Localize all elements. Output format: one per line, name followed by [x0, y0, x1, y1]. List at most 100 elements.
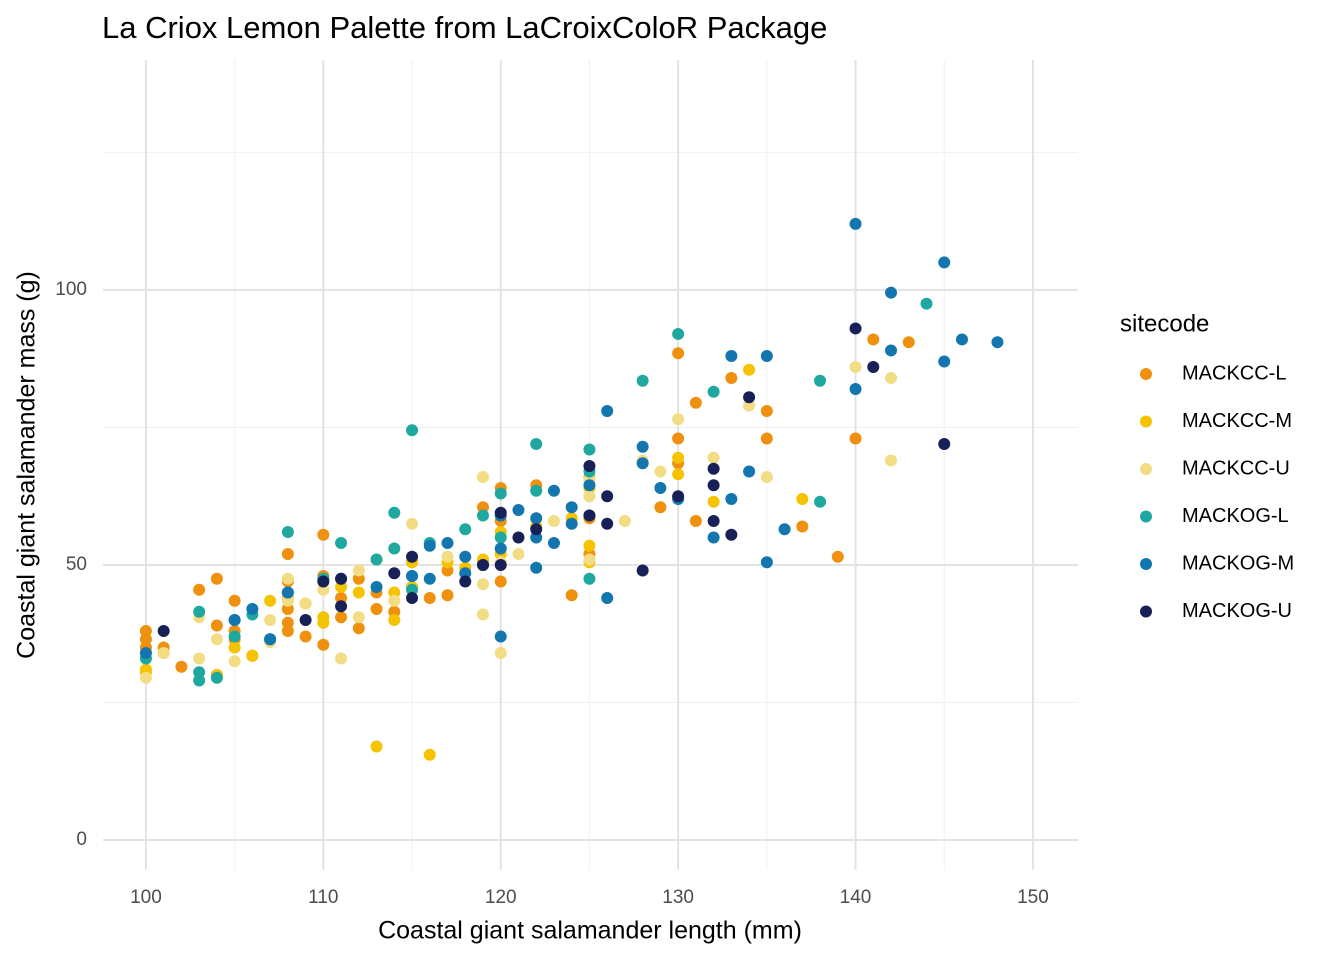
legend-marker [1140, 605, 1152, 618]
point [281, 616, 294, 629]
point [352, 611, 365, 624]
point [796, 520, 809, 533]
point [281, 586, 294, 599]
point [228, 594, 241, 607]
point [423, 591, 436, 604]
point [388, 594, 401, 607]
legend-marker [1140, 558, 1152, 570]
point [335, 652, 348, 665]
point [583, 539, 596, 552]
point [494, 575, 507, 588]
x-tick-label: 120 [485, 887, 517, 908]
point [583, 490, 596, 503]
point [193, 674, 206, 687]
y-tick-label: 100 [55, 279, 87, 300]
point [849, 217, 862, 230]
point [370, 740, 383, 753]
point [388, 586, 401, 599]
point [423, 572, 436, 585]
point [618, 514, 631, 527]
point [743, 391, 756, 404]
point [281, 547, 294, 560]
point [849, 382, 862, 395]
legend-marker [1140, 368, 1152, 380]
point [476, 501, 489, 514]
point [264, 613, 277, 626]
point [920, 297, 933, 310]
point [157, 646, 170, 659]
point [902, 336, 915, 349]
point [317, 638, 330, 651]
point [210, 572, 223, 585]
legend-marker [1140, 415, 1152, 428]
point [565, 517, 578, 530]
point [494, 506, 507, 519]
point [423, 539, 436, 552]
point [370, 580, 383, 593]
point [441, 550, 454, 563]
point [601, 517, 614, 530]
point [476, 470, 489, 483]
point [406, 424, 419, 437]
point [175, 660, 188, 673]
point [707, 531, 720, 544]
point [281, 602, 294, 615]
point [707, 514, 720, 527]
point [193, 666, 206, 679]
point [388, 613, 401, 626]
point [370, 553, 383, 566]
point [760, 349, 773, 362]
point [317, 575, 330, 588]
point [583, 509, 596, 522]
point [494, 558, 507, 571]
point [636, 457, 649, 470]
point [867, 360, 880, 373]
point [335, 580, 348, 593]
point [512, 547, 525, 560]
point [459, 550, 472, 563]
point [228, 641, 241, 654]
point [885, 344, 898, 357]
point [636, 440, 649, 453]
point [335, 611, 348, 624]
point [388, 567, 401, 580]
point [760, 470, 773, 483]
point [406, 569, 419, 582]
point [760, 556, 773, 569]
point [370, 602, 383, 615]
point [494, 542, 507, 555]
point [707, 479, 720, 492]
point [388, 542, 401, 555]
legend-label: MACKOG-L [1182, 505, 1289, 527]
legend-title: sitecode [1120, 310, 1209, 337]
point [530, 561, 543, 574]
point [228, 613, 241, 626]
point [885, 286, 898, 299]
point [352, 564, 365, 577]
point [814, 495, 827, 508]
point [601, 591, 614, 604]
point [636, 374, 649, 387]
point [476, 509, 489, 522]
point [281, 624, 294, 637]
point [654, 481, 667, 494]
x-tick-label: 140 [840, 887, 872, 908]
point [193, 583, 206, 596]
point [725, 371, 738, 384]
point [654, 465, 667, 478]
point [831, 550, 844, 563]
point [530, 512, 543, 525]
point [672, 413, 685, 426]
point [547, 514, 560, 527]
point [601, 404, 614, 417]
point [778, 523, 791, 536]
point [388, 506, 401, 519]
legend-label: MACKCC-L [1182, 362, 1286, 384]
y-tick-label: 50 [66, 554, 87, 575]
point [406, 550, 419, 563]
point [512, 503, 525, 516]
point [955, 333, 968, 346]
point [441, 536, 454, 549]
point [672, 432, 685, 445]
